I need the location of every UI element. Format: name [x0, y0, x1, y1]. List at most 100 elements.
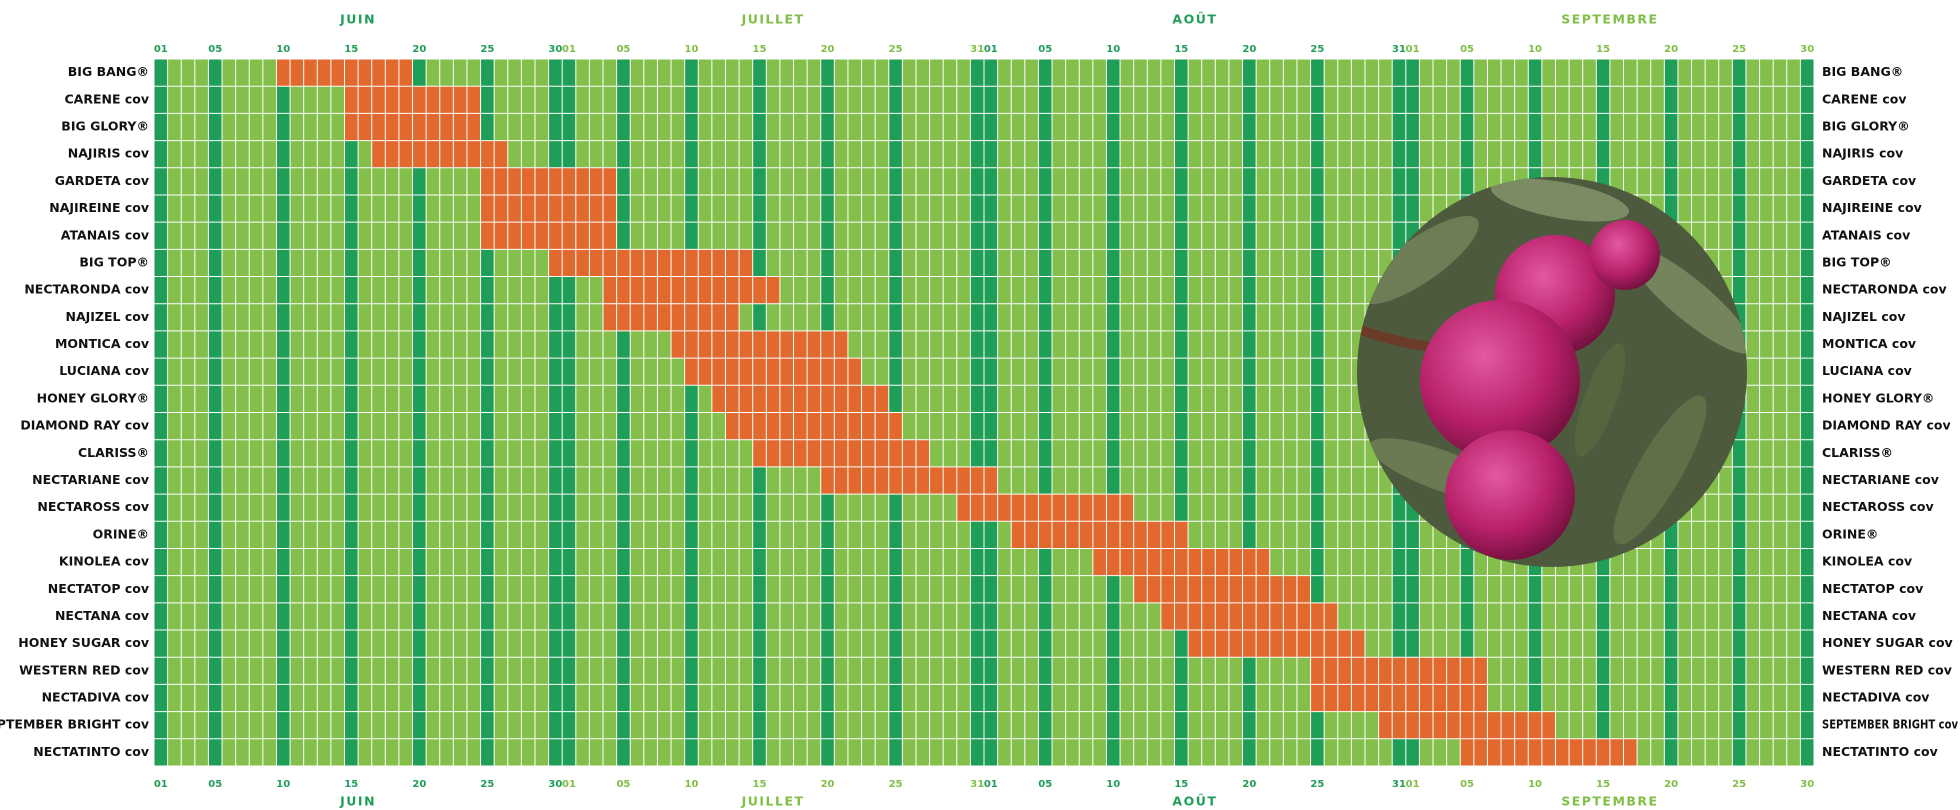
harvest-bar [1311, 657, 1488, 684]
tick-label: 05 [1038, 779, 1052, 790]
variety-label: SEPTEMBER BRIGHT cov [0, 717, 149, 732]
variety-label: GARDETA cov [1822, 173, 1916, 188]
harvest-bar [712, 385, 889, 412]
variety-label: WESTERN RED cov [1822, 662, 1952, 677]
tick-label: 25 [480, 44, 494, 55]
tick-label: 15 [344, 779, 358, 790]
tick-label: 20 [1664, 779, 1678, 790]
tick-label: 01 [984, 44, 998, 55]
tick-label: 25 [1310, 44, 1324, 55]
month-label: SEPTEMBRE [1561, 794, 1658, 809]
tick-label: 20 [1242, 779, 1256, 790]
variety-label: BIG TOP® [79, 254, 149, 269]
harvest-bar [753, 440, 930, 467]
tick-label: 05 [616, 44, 630, 55]
tick-label: 10 [276, 779, 290, 790]
variety-label: HONEY GLORY® [37, 390, 149, 405]
variety-label: LUCIANA cov [59, 363, 149, 378]
variety-label: MONTICA cov [1822, 336, 1916, 351]
tick-label: 20 [1664, 44, 1678, 55]
tick-label: 01 [154, 44, 168, 55]
tick-label: 25 [889, 779, 903, 790]
harvest-bar [671, 331, 848, 358]
tick-label: 25 [1310, 779, 1324, 790]
variety-label: BIG BANG® [68, 64, 149, 79]
variety-label: NECTAROSS cov [37, 499, 149, 514]
tick-label: 15 [1174, 44, 1188, 55]
harvest-bar [1188, 630, 1365, 657]
variety-label: KINOLEA cov [59, 554, 149, 569]
tick-label: 05 [208, 44, 222, 55]
tick-label: 20 [412, 44, 426, 55]
harvest-bar [603, 277, 780, 304]
tick-label: 31 [1392, 779, 1406, 790]
tick-label: 25 [1732, 779, 1746, 790]
tick-label: 10 [1528, 44, 1542, 55]
tick-label: 05 [1460, 44, 1474, 55]
harvest-bar [1379, 712, 1556, 739]
tick-label: 10 [1106, 44, 1120, 55]
variety-label: NAJIRIS cov [1822, 146, 1903, 161]
variety-label: NECTATINTO cov [1822, 744, 1938, 759]
harvest-bar [1311, 684, 1488, 711]
tick-label: 25 [889, 44, 903, 55]
tick-label: 10 [684, 779, 698, 790]
variety-label: DIAMOND RAY cov [20, 418, 149, 433]
variety-label: LUCIANA cov [1822, 363, 1912, 378]
tick-label: 05 [208, 779, 222, 790]
harvest-bar [1011, 521, 1188, 548]
variety-label: NECTARIANE cov [1822, 472, 1939, 487]
variety-label: HONEY SUGAR cov [1822, 635, 1953, 650]
harvest-bar [549, 249, 753, 276]
variety-label: NAJIZEL cov [1822, 309, 1906, 324]
variety-label: NECTARIANE cov [32, 472, 149, 487]
tick-label: 25 [1732, 44, 1746, 55]
variety-label: BIG GLORY® [61, 118, 149, 133]
tick-label: 15 [1596, 779, 1610, 790]
variety-label: NECTADIVA cov [1822, 690, 1929, 705]
harvest-bar [1093, 548, 1270, 575]
tick-label: 01 [984, 779, 998, 790]
variety-label: NECTADIVA cov [42, 690, 149, 705]
month-label: AOÛT [1172, 12, 1217, 27]
tick-label: 30 [1800, 44, 1814, 55]
variety-label: CARENE cov [64, 91, 149, 106]
tick-label: 15 [753, 779, 767, 790]
month-label: SEPTEMBRE [1561, 12, 1658, 27]
month-label: JUILLET [741, 794, 805, 809]
variety-label: NECTAROSS cov [1822, 499, 1934, 514]
variety-label: ORINE® [1822, 526, 1878, 541]
variety-label: MONTICA cov [55, 336, 149, 351]
harvest-bar [1134, 576, 1311, 603]
variety-label: ATANAIS cov [1822, 227, 1910, 242]
variety-label: NAJIRIS cov [68, 146, 149, 161]
variety-label: WESTERN RED cov [19, 662, 149, 677]
harvest-bar [957, 494, 1134, 521]
harvest-bar [685, 358, 862, 385]
month-label: JUILLET [741, 12, 805, 27]
variety-label: SEPTEMBER BRIGHT cov [1822, 717, 1958, 732]
variety-label: GARDETA cov [55, 173, 149, 188]
variety-label: KINOLEA cov [1822, 554, 1912, 569]
variety-label: NECTARONDA cov [24, 282, 149, 297]
tick-label: 20 [412, 779, 426, 790]
tick-label: 15 [1596, 44, 1610, 55]
variety-label: BIG BANG® [1822, 64, 1903, 79]
tick-label: 05 [1460, 779, 1474, 790]
tick-label: 30 [548, 779, 562, 790]
month-label: JUIN [339, 12, 376, 27]
variety-label: ATANAIS cov [61, 227, 149, 242]
tick-label: 30 [1800, 779, 1814, 790]
tick-label: 31 [970, 779, 984, 790]
tick-label: 15 [753, 44, 767, 55]
tick-label: 15 [1174, 779, 1188, 790]
tick-label: 20 [821, 44, 835, 55]
tick-label: 01 [1406, 44, 1420, 55]
variety-label: HONEY GLORY® [1822, 390, 1934, 405]
harvest-bar [1460, 739, 1637, 766]
variety-label: NAJIZEL cov [65, 309, 149, 324]
variety-label: NECTANA cov [55, 608, 149, 623]
tick-label: 05 [616, 779, 630, 790]
variety-label: BIG TOP® [1822, 254, 1892, 269]
harvest-calendar: 0101050510101515202025253030JUINJUIN0101… [0, 0, 1960, 810]
